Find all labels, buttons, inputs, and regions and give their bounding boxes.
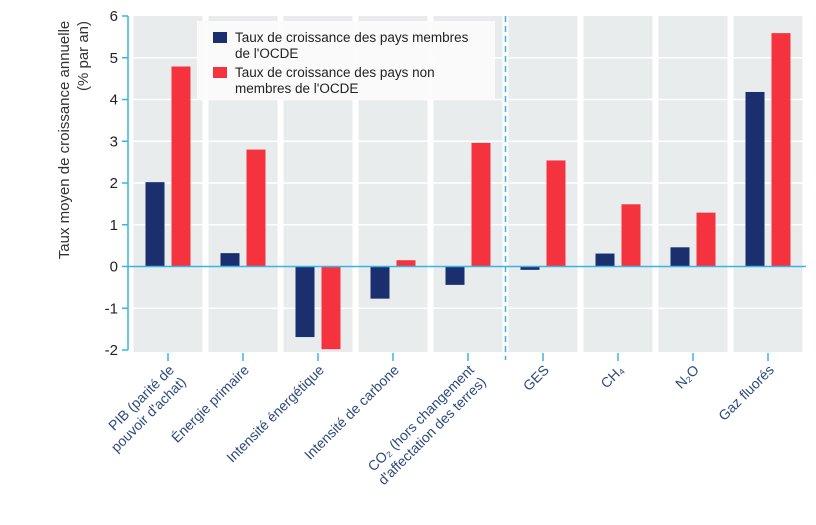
y-tick-label: 6 — [110, 8, 118, 25]
legend-label-non-oecd-line-2: membres de l'OCDE — [235, 81, 358, 96]
bar-oecd — [295, 266, 315, 338]
category-panel — [133, 16, 203, 352]
bar-oecd — [370, 266, 390, 299]
y-ticks: -2 -1 0 1 2 3 4 5 6 — [105, 8, 128, 359]
bar-oecd — [595, 253, 615, 267]
category-panel — [733, 16, 803, 352]
bar-non-oecd — [471, 142, 491, 267]
bar-non-oecd — [546, 160, 566, 267]
bar-oecd — [745, 91, 765, 267]
legend-label-oecd-line-2: de l'OCDE — [235, 46, 298, 61]
bar-non-oecd — [246, 149, 266, 267]
category-panel — [508, 16, 578, 352]
bar-oecd — [445, 266, 465, 285]
bar-oecd — [220, 253, 240, 267]
y-tick-label: 3 — [110, 133, 118, 150]
bar-non-oecd — [171, 66, 191, 267]
x-tick-label: Énergie primaire — [168, 361, 252, 445]
bar-non-oecd — [621, 204, 641, 267]
legend-background — [197, 21, 495, 100]
bar-oecd — [670, 247, 690, 267]
bar-non-oecd — [321, 266, 341, 350]
x-tick-label: Gaz fluorés — [715, 362, 777, 424]
x-tick-label-line: CH₄ — [597, 361, 627, 391]
bar-non-oecd — [771, 33, 791, 267]
legend-swatch-non-oecd — [213, 67, 227, 78]
x-tick-label-line: Énergie primaire — [168, 361, 252, 445]
legend: Taux de croissance des pays membres de l… — [197, 21, 495, 100]
legend-swatch-oecd — [213, 32, 227, 43]
legend-label-oecd-line-1: Taux de croissance des pays membres — [235, 30, 469, 45]
legend-label-non-oecd-line-1: Taux de croissance des pays non — [235, 65, 435, 80]
x-tick-label-line: GES — [520, 362, 552, 394]
x-tick-label: CH₄ — [597, 361, 627, 391]
category-panel — [583, 16, 653, 352]
bars — [145, 33, 791, 350]
y-tick-label: -2 — [105, 342, 118, 359]
y-axis-label-line-2: (% par an) — [75, 21, 92, 91]
y-tick-label: 1 — [110, 217, 118, 234]
y-tick-label: 2 — [110, 175, 118, 192]
category-panel — [658, 16, 728, 352]
x-tick-label: N₂O — [672, 362, 702, 392]
y-tick-label: 0 — [110, 259, 118, 276]
y-tick-label: -1 — [105, 300, 118, 317]
y-tick-label: 5 — [110, 50, 118, 67]
x-tick-label-line: N₂O — [672, 362, 702, 392]
x-tick-label-line: Gaz fluorés — [715, 362, 777, 424]
bar-non-oecd — [696, 212, 716, 267]
x-tick-label: GES — [520, 362, 552, 394]
bar-oecd — [520, 266, 540, 270]
bar-oecd — [145, 182, 165, 267]
y-axis-label: Taux moyen de croissance annuelle (% par… — [56, 21, 92, 259]
y-axis-label-line-1: Taux moyen de croissance annuelle — [56, 21, 73, 259]
bar-non-oecd — [396, 260, 416, 267]
x-tick-label-line: d'affectation des terres) — [375, 374, 489, 488]
y-tick-label: 4 — [110, 92, 118, 109]
